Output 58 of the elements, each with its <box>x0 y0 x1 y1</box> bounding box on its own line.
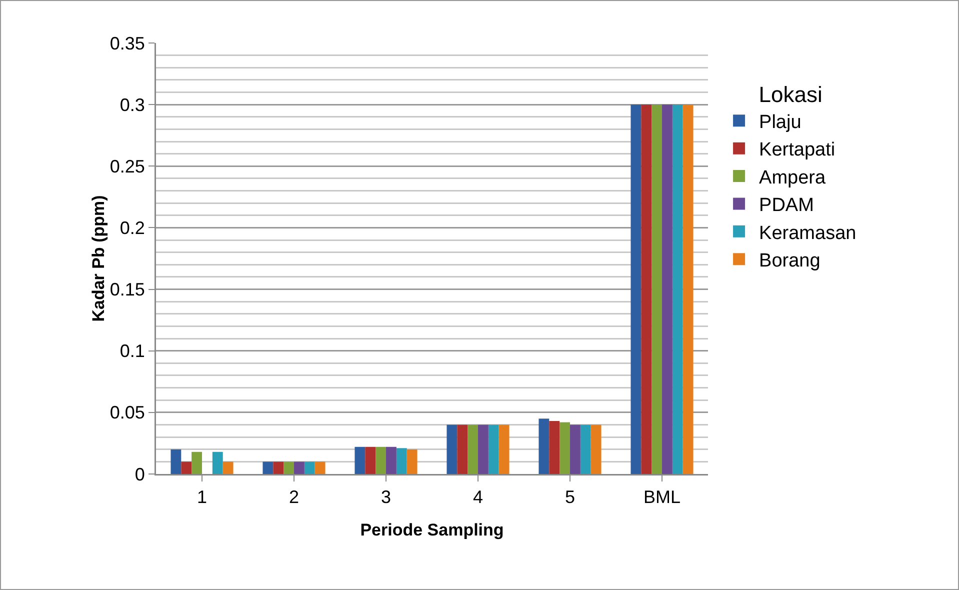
bar <box>682 104 694 474</box>
bar <box>652 104 662 474</box>
bar <box>457 424 468 474</box>
bar <box>314 462 326 474</box>
bar <box>365 446 376 474</box>
legend-label: Plaju <box>759 112 802 134</box>
bar <box>406 449 418 474</box>
y-tick-label: 0.3 <box>120 94 145 115</box>
bar <box>354 446 366 474</box>
x-tick-label: 2 <box>288 487 300 508</box>
y-tick-label: 0.35 <box>110 33 145 54</box>
y-tick-label: 0.1 <box>120 341 145 362</box>
bar <box>262 462 274 474</box>
x-tick-label: BML <box>643 487 681 508</box>
y-tick-label: 0 <box>134 464 145 484</box>
bar <box>294 462 304 474</box>
bar <box>498 424 510 474</box>
legend-label: Borang <box>759 250 820 272</box>
y-tick-label: 0.05 <box>110 402 145 423</box>
legend-label: Ampera <box>759 167 826 188</box>
bar <box>672 104 683 474</box>
x-axis-title: Periode Sampling <box>360 520 504 540</box>
bar <box>222 462 234 474</box>
y-tick-label: 0.2 <box>120 218 145 238</box>
bar <box>641 104 652 474</box>
y-tick-label: 0.15 <box>110 280 145 300</box>
bar <box>570 424 580 474</box>
bar <box>396 448 407 474</box>
bar <box>662 104 672 474</box>
bar <box>212 452 223 474</box>
bar <box>386 446 396 474</box>
x-tick-label: 5 <box>564 487 576 508</box>
y-axis-title: Kadar Pb (ppm) <box>88 195 108 322</box>
bar <box>170 449 182 474</box>
bar <box>181 462 192 474</box>
x-tick-label: 1 <box>196 487 208 508</box>
bar <box>549 421 560 474</box>
legend-label: PDAM <box>759 195 814 216</box>
y-tick-label: 0.25 <box>110 156 145 176</box>
legend-label: Keramasan <box>759 222 856 244</box>
bar <box>590 424 602 474</box>
bar <box>446 424 458 474</box>
bar <box>478 424 488 474</box>
legend-label: Kertapati <box>759 140 836 161</box>
bar <box>376 446 386 474</box>
bar <box>304 462 315 474</box>
bar <box>468 424 478 474</box>
bar <box>580 424 591 474</box>
x-tick-label: 4 <box>472 487 484 508</box>
x-tick-label: 3 <box>380 487 392 508</box>
bar <box>284 462 294 474</box>
bar <box>192 452 202 474</box>
bar <box>273 462 284 474</box>
legend-title: Lokasi <box>758 82 822 107</box>
bar <box>560 422 570 474</box>
bar <box>488 424 499 474</box>
bar <box>630 104 642 474</box>
bar <box>538 418 550 474</box>
